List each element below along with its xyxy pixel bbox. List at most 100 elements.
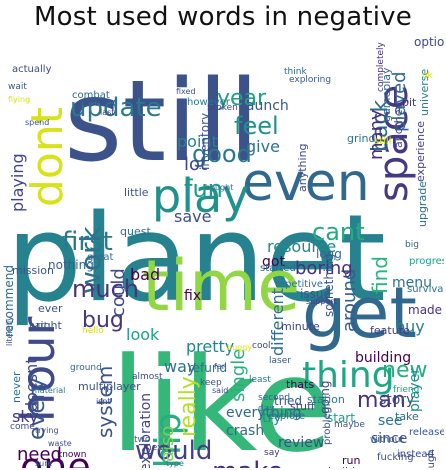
word-take: take xyxy=(395,410,419,423)
word-much: much xyxy=(72,275,139,303)
word-fix: fix xyxy=(184,288,201,304)
word-anything: anything xyxy=(296,143,309,192)
word-find: find xyxy=(368,256,392,294)
word-need: need xyxy=(17,444,62,465)
word-ok: ok xyxy=(422,71,434,81)
word-really: really xyxy=(176,376,201,437)
word-review: review xyxy=(278,435,324,451)
word-bug: bug xyxy=(82,308,124,333)
word-feature: feature xyxy=(370,324,410,337)
word-fucking: fucking xyxy=(377,452,414,463)
word-every: every xyxy=(25,378,50,440)
word-cool: cool xyxy=(252,341,270,351)
word-upgrade: upgrade xyxy=(416,181,429,227)
word-come: come xyxy=(10,422,35,432)
word-dont: dont xyxy=(22,107,73,207)
word-cant: cant xyxy=(312,218,365,246)
word-wait: wait xyxy=(8,82,27,92)
word-give: give xyxy=(246,137,280,156)
word-option: option xyxy=(414,35,444,49)
word-resource: resource xyxy=(267,237,336,256)
word-work: work xyxy=(74,225,107,294)
word-feel: feel xyxy=(234,112,279,140)
word-quest: quest xyxy=(120,225,151,238)
word-single: single xyxy=(228,349,249,402)
word-new: new xyxy=(382,358,427,383)
word-thing: thing xyxy=(302,355,395,396)
word-repetitive: repetitive xyxy=(275,279,323,290)
word-exploring: exploring xyxy=(289,75,331,85)
word-however: however xyxy=(187,97,231,108)
word-could: could xyxy=(108,268,129,317)
word-laser: laser xyxy=(269,356,291,366)
word-since: since xyxy=(371,431,407,447)
word-never: never xyxy=(10,371,23,403)
word-different: different xyxy=(268,288,287,356)
word-experience: experience xyxy=(414,121,427,182)
word-maybe: maybe xyxy=(334,420,365,430)
word-ever: ever xyxy=(38,302,63,315)
word-ground: ground xyxy=(70,363,102,373)
word-explore: explore xyxy=(268,411,305,422)
word-man: man xyxy=(357,388,406,413)
word-friend: friend xyxy=(393,385,419,395)
word-type: type xyxy=(166,459,184,468)
word-system: system xyxy=(93,366,117,438)
word-grind: grind xyxy=(347,132,376,145)
word-going: going xyxy=(318,380,332,414)
word-broken: broken xyxy=(207,103,238,113)
word-part: part xyxy=(29,321,48,331)
word-nothing: nothing xyxy=(48,258,94,272)
word-many: many xyxy=(366,109,387,160)
word-like: like xyxy=(110,329,333,468)
word-last: last xyxy=(100,108,114,117)
word-without: without xyxy=(370,435,404,445)
word-even: even xyxy=(242,153,370,213)
word-gameplay: gameplay xyxy=(380,67,393,122)
word-keep: keep xyxy=(200,378,222,388)
word-multiplayer: multiplayer xyxy=(78,380,141,393)
word-big: big xyxy=(405,240,419,250)
word-fun: fun xyxy=(184,175,223,203)
word-think: think xyxy=(284,67,307,77)
word-material: material xyxy=(32,386,65,395)
word-least: least xyxy=(249,375,271,385)
word-day: day xyxy=(258,404,275,414)
word-isnt: isnt xyxy=(96,397,111,406)
word-said: said xyxy=(212,386,228,395)
word-almost: almost xyxy=(132,372,163,382)
word-menu: menu xyxy=(392,275,432,291)
word-crash: crash xyxy=(226,423,264,439)
word-building: building xyxy=(355,350,411,366)
word-start: start xyxy=(327,411,355,425)
word-refund: refund xyxy=(188,361,227,375)
word-good: good xyxy=(192,140,252,168)
word-also: also xyxy=(157,426,178,462)
word-another: another xyxy=(392,105,405,148)
word-buy: buy xyxy=(395,317,425,336)
word-completely: completely xyxy=(376,41,386,92)
word-play: play xyxy=(152,169,249,223)
word-doesnt: doesnt xyxy=(22,357,41,412)
word-stuff: stuff xyxy=(290,400,315,413)
word-build: build xyxy=(328,465,355,468)
word-recommend: recommend xyxy=(2,265,16,337)
word-base: base xyxy=(362,465,419,468)
word-actually: actually xyxy=(12,64,52,75)
word-station: station xyxy=(307,393,345,406)
word-combat: combat xyxy=(72,90,110,101)
word-hello: hello xyxy=(82,326,104,336)
word-run: run xyxy=(342,454,360,467)
word-way: way xyxy=(164,357,196,376)
word-time: time xyxy=(142,245,300,327)
word-enough: enough xyxy=(426,449,437,468)
word-flying: flying xyxy=(8,95,30,104)
word-pretty: pretty xyxy=(186,337,234,356)
word-lot: lot xyxy=(184,154,207,175)
word-year: year xyxy=(217,86,267,111)
word-great: great xyxy=(87,252,114,263)
word-say: say xyxy=(264,448,280,458)
word-story: story xyxy=(379,392,414,408)
word-one: one xyxy=(20,445,91,468)
